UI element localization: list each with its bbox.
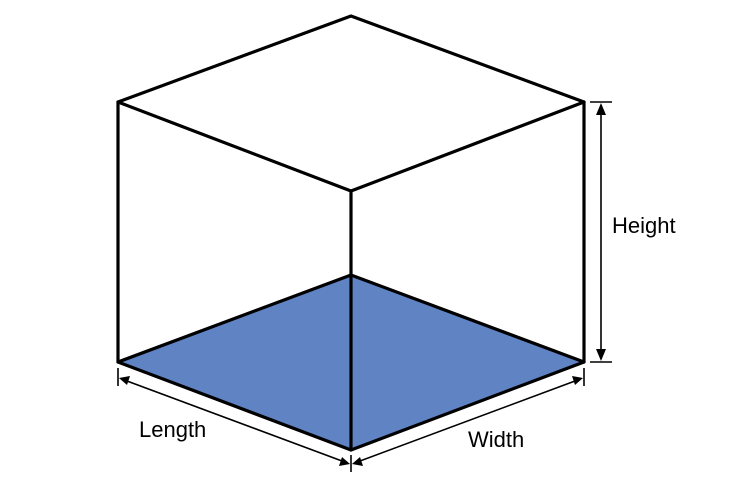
length-label: Length: [139, 417, 206, 442]
length-dimension: [117, 368, 352, 472]
length-arrow-right: [339, 457, 350, 466]
width-dimension: [352, 368, 585, 466]
height-dimension: [590, 101, 612, 363]
height-arrow-top: [596, 103, 606, 115]
width-arrow-right: [572, 376, 583, 385]
height-label: Height: [612, 213, 676, 238]
width-label: Width: [468, 427, 524, 452]
height-arrow-bottom: [596, 349, 606, 361]
width-arrow-left: [352, 457, 363, 466]
length-arrow-left: [119, 376, 130, 385]
top-face: [116, 14, 586, 193]
